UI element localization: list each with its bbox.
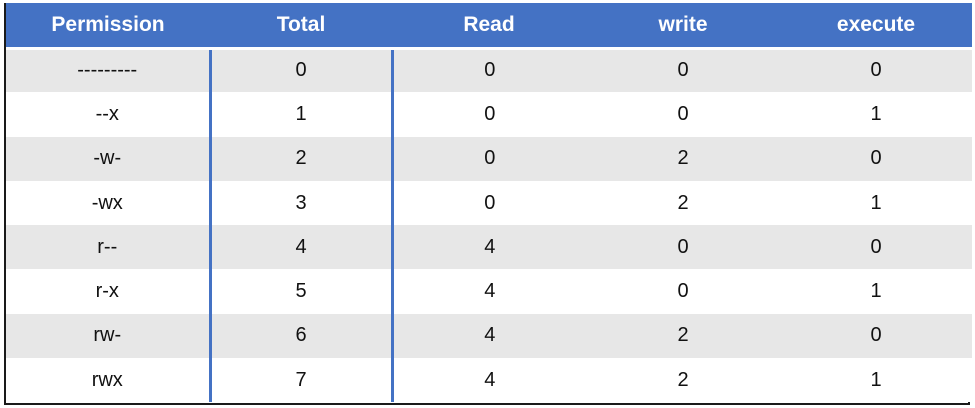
table-row: -wx 3 0 2 1 <box>6 180 972 226</box>
table-row: rwx 7 4 2 1 <box>6 358 972 403</box>
header-total: Total <box>210 3 392 50</box>
cell-execute: 1 <box>870 280 882 303</box>
header-read: Read <box>392 3 586 50</box>
table-row: --------- 0 0 0 0 <box>6 48 972 93</box>
permissions-table: Permission Total Read write execute ----… <box>6 3 972 403</box>
cell-execute: 1 <box>870 191 882 214</box>
table-row: r-- 4 4 0 0 <box>6 225 972 270</box>
header-row: Permission Total Read write execute <box>6 3 972 50</box>
cell-execute: 1 <box>870 102 882 125</box>
table-row: --x 1 0 0 1 <box>6 92 972 137</box>
cell-permission: -wx <box>6 180 212 226</box>
cell-write: 0 <box>677 102 689 125</box>
cell-execute: 0 <box>870 235 882 258</box>
cell-permission: --------- <box>6 48 212 93</box>
cell-write: 0 <box>677 235 689 258</box>
cell-permission: r-x <box>6 269 212 314</box>
cell-permission: rw- <box>6 313 212 359</box>
cell-permission: --x <box>6 92 212 137</box>
cell-total: 3 <box>210 180 394 226</box>
cell-execute: 0 <box>870 147 882 170</box>
cell-read: 4 <box>484 235 496 258</box>
cell-permission: -w- <box>6 136 212 181</box>
cell-total: 1 <box>210 92 394 137</box>
table-row: rw- 6 4 2 0 <box>6 313 972 359</box>
table-row: -w- 2 0 2 0 <box>6 136 972 181</box>
header-write: write <box>586 3 780 50</box>
header-permission: Permission <box>6 3 210 50</box>
cell-permission: rwx <box>6 358 212 403</box>
table-header: Permission Total Read write execute <box>6 3 972 50</box>
cell-write: 2 <box>677 191 689 214</box>
cell-write: 2 <box>677 147 689 170</box>
cell-read: 4 <box>484 280 496 303</box>
table-body: --------- 0 0 0 0 --x 1 0 0 1 -w- 2 0 2 0 -wx 3 0 2 1 r-- 4 4 0… <box>6 48 972 403</box>
cell-read: 4 <box>484 368 496 391</box>
cell-write: 2 <box>677 324 689 347</box>
cell-total: 2 <box>210 136 394 181</box>
cell-total: 5 <box>210 269 394 314</box>
cell-read: 4 <box>484 324 496 347</box>
cell-total: 4 <box>210 225 394 270</box>
table-row: r-x 5 4 0 1 <box>6 269 972 314</box>
cell-write: 0 <box>677 59 689 82</box>
cell-permission: r-- <box>6 225 212 270</box>
cell-total: 7 <box>210 358 394 403</box>
cell-execute: 0 <box>870 324 882 347</box>
permissions-table-container: Permission Total Read write execute ----… <box>4 3 972 405</box>
header-execute: execute <box>780 3 972 50</box>
cell-execute: 1 <box>870 368 882 391</box>
cell-total: 6 <box>210 313 394 359</box>
cell-read: 0 <box>484 102 496 125</box>
cell-execute: 0 <box>870 59 882 82</box>
cell-read: 0 <box>484 191 496 214</box>
cell-total: 0 <box>210 48 394 93</box>
cell-read: 0 <box>484 147 496 170</box>
cell-read: 0 <box>484 59 496 82</box>
cell-write: 2 <box>677 368 689 391</box>
cell-write: 0 <box>677 280 689 303</box>
